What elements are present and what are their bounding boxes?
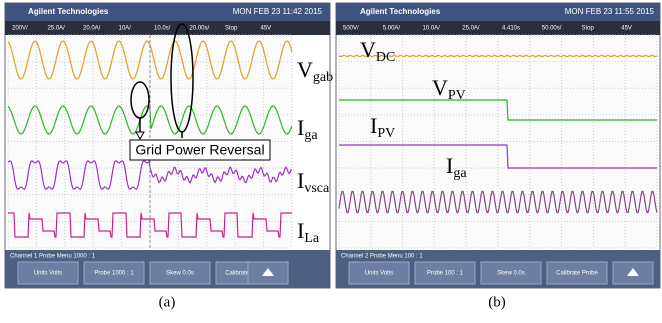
label-main: V <box>360 37 376 62</box>
setting: 25.0A/ <box>462 26 480 32</box>
label-main: V <box>432 75 448 100</box>
menu-button-label: Units Volts <box>34 271 62 277</box>
setting: 500V/ <box>343 26 359 32</box>
label-sub: ga <box>304 128 318 143</box>
caption: (a) <box>159 294 176 310</box>
setting: 45V <box>261 26 272 32</box>
menu-button-label: Units Volts <box>365 271 393 277</box>
setting: 50.00s/ <box>542 26 562 32</box>
scope-b: Agilent Technologies MON FEB 23 11:55 20… <box>336 3 660 288</box>
figure: Agilent Technologies MON FEB 23 11:42 20… <box>0 0 662 318</box>
menu-button-label: Calibrate Probe <box>556 271 598 277</box>
setting: 5.00A/ <box>383 26 401 32</box>
label-sub: vsca <box>304 181 330 196</box>
label-sub: DC <box>376 50 395 65</box>
label-main: V <box>297 57 313 82</box>
label-sub: gab <box>313 70 333 85</box>
setting: 20.0A/ <box>83 26 101 32</box>
label-main: I <box>297 115 304 140</box>
setting: Stop <box>582 26 595 32</box>
setting: 200V/ <box>12 26 28 32</box>
scope-a: Agilent Technologies MON FEB 23 11:42 20… <box>5 3 333 288</box>
label-sub: ga <box>453 166 467 181</box>
menu-title: Channel 1 Probe Menu 1000 : 1 <box>10 254 96 260</box>
caption: (b) <box>488 294 506 310</box>
setting: 10.0s/ <box>154 26 171 32</box>
menu-button-label: Probe 100 : 1 <box>427 271 464 277</box>
label-main: I <box>297 168 304 193</box>
page: Agilent Technologies MON FEB 23 11:42 20… <box>0 0 662 318</box>
setting: 10.0A/ <box>423 26 441 32</box>
setting: 4.410s <box>502 26 520 32</box>
menu-button-label: Skew 0.0s <box>166 271 194 277</box>
brand: Agilent Technologies <box>28 7 109 16</box>
label-main: I <box>370 113 377 138</box>
label-sub: PV <box>377 126 395 141</box>
setting: Stop <box>225 26 238 32</box>
label-sub: La <box>304 231 320 246</box>
label-main: I <box>297 218 304 243</box>
label-sub: PV <box>448 88 466 103</box>
brand: Agilent Technologies <box>360 7 441 16</box>
menu-title: Channel 2 Probe Menu 100 : 1 <box>341 254 423 260</box>
setting: 20.00s/ <box>190 26 210 32</box>
setting: 10A/ <box>119 26 132 32</box>
setting: 45V <box>621 26 632 32</box>
timestamp: MON FEB 23 11:42 2015 <box>233 7 323 16</box>
label-main: I <box>446 153 453 178</box>
timestamp: MON FEB 23 11:55 2015 <box>565 7 655 16</box>
menu-button-label: Skew 0.0s <box>497 271 525 277</box>
menu-button-label: Probe 1000 : 1 <box>94 271 134 277</box>
setting: 25.0A/ <box>48 26 66 32</box>
annotation: Grid Power Reversal <box>135 142 264 158</box>
